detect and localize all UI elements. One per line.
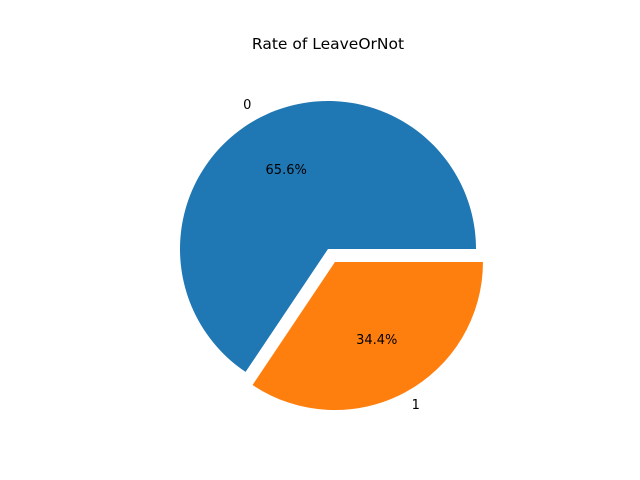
percent-label-0: 65.6%: [266, 163, 307, 178]
pie-slice-1: [252, 262, 483, 411]
pie-labels: 0 65.6% 1 34.4%: [243, 98, 420, 413]
slice-label-0: 0: [243, 98, 251, 113]
slice-label-1: 1: [412, 398, 420, 413]
pie-slices: [180, 100, 483, 411]
pie-slice-0: [180, 100, 476, 372]
percent-label-1: 34.4%: [356, 333, 397, 348]
chart-title: Rate of LeaveOrNot: [252, 35, 404, 53]
